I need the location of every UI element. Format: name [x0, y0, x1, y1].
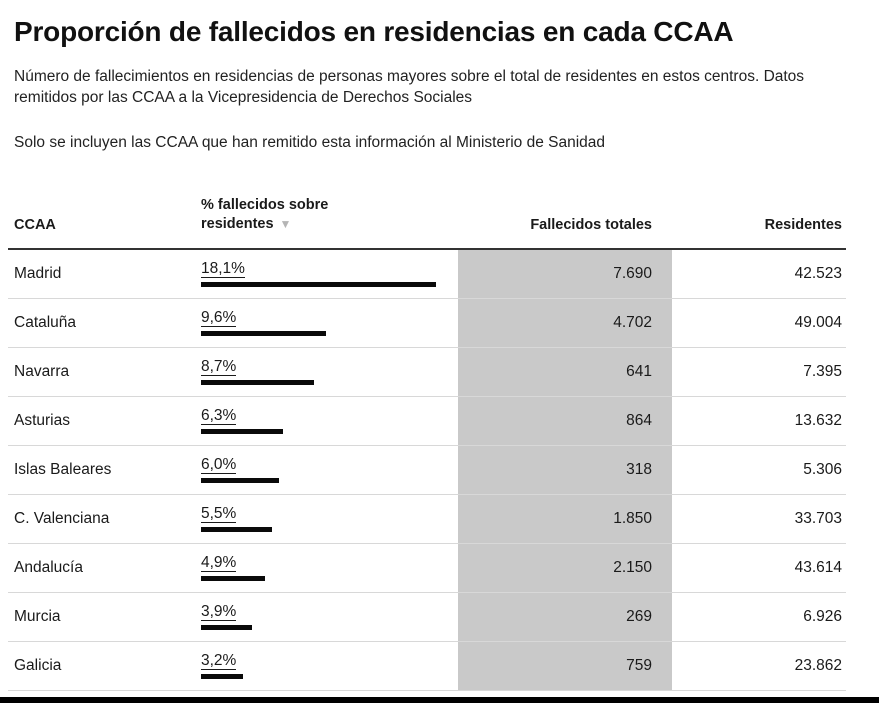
- ccaa-name: Madrid: [14, 265, 62, 282]
- table-row: Madrid 18,1% 7.690 42.523: [0, 250, 879, 299]
- pct-value-label: 3,2%: [201, 652, 237, 670]
- column-header-residents[interactable]: Residentes: [764, 217, 842, 233]
- residents-value: 43.614: [794, 559, 842, 576]
- table-row: Asturias 6,3% 864 13.632: [0, 397, 879, 446]
- pct-bar: [201, 625, 252, 630]
- column-header-pct-label: % fallecidos sobre residentes: [201, 197, 329, 232]
- pct-value-label: 18,1%: [201, 260, 245, 278]
- ccaa-name: C. Valenciana: [14, 510, 110, 527]
- residents-value: 7.395: [803, 363, 842, 380]
- total-deaths-value: 759: [626, 657, 652, 674]
- residents-value: 33.703: [794, 510, 842, 527]
- table-row: Islas Baleares 6,0% 318 5.306: [0, 446, 879, 495]
- row-divider: [8, 298, 846, 299]
- residents-value: 23.862: [794, 657, 842, 674]
- pct-bar: [201, 527, 272, 532]
- ccaa-name: Navarra: [14, 363, 70, 380]
- pct-value-label: 8,7%: [201, 358, 237, 376]
- pct-value-label: 9,6%: [201, 309, 237, 327]
- pct-value-label: 4,9%: [201, 554, 237, 572]
- column-header-pct[interactable]: % fallecidos sobre residentes ▼: [201, 196, 401, 234]
- ccaa-name: Islas Baleares: [14, 461, 112, 478]
- pct-bar: [201, 380, 314, 385]
- ccaa-name: Galicia: [14, 657, 62, 674]
- row-divider: [8, 592, 846, 593]
- sort-down-icon[interactable]: ▼: [279, 217, 292, 231]
- total-deaths-value: 864: [626, 412, 652, 429]
- data-table: CCAA % fallecidos sobre residentes ▼ Fall…: [0, 185, 879, 703]
- residents-value: 13.632: [794, 412, 842, 429]
- table-row: C. Valenciana 5,5% 1.850 33.703: [0, 495, 879, 544]
- pct-value-label: 3,9%: [201, 603, 237, 621]
- pct-bar: [201, 576, 265, 581]
- total-deaths-value: 4.702: [613, 314, 652, 331]
- pct-bar: [201, 429, 283, 434]
- residents-value: 42.523: [794, 265, 842, 282]
- ccaa-name: Andalucía: [14, 559, 83, 576]
- chart-title: Proporción de fallecidos en residencias …: [14, 16, 734, 47]
- total-deaths-value: 641: [626, 363, 652, 380]
- total-column-highlight: [458, 250, 672, 690]
- pct-bar: [201, 478, 279, 483]
- column-header-ccaa[interactable]: CCAA: [14, 217, 56, 233]
- row-divider: [8, 396, 846, 397]
- pct-bar: [201, 282, 436, 287]
- residents-value: 49.004: [794, 314, 842, 331]
- residents-value: 5.306: [803, 461, 842, 478]
- ccaa-name: Murcia: [14, 608, 61, 625]
- column-header-total[interactable]: Fallecidos totales: [530, 217, 652, 233]
- chart-subtitle: Número de fallecimientos en residencias …: [14, 68, 805, 106]
- row-divider: [8, 641, 846, 642]
- residents-value: 6.926: [803, 608, 842, 625]
- ccaa-name: Asturias: [14, 412, 70, 429]
- bottom-edge: [0, 697, 879, 703]
- pct-bar: [201, 674, 243, 679]
- pct-value-label: 6,0%: [201, 456, 237, 474]
- pct-value-label: 6,3%: [201, 407, 237, 425]
- table-row: Cataluña 9,6% 4.702 49.004: [0, 299, 879, 348]
- row-divider: [8, 347, 846, 348]
- table-row: Andalucía 4,9% 2.150 43.614: [0, 544, 879, 593]
- total-deaths-value: 1.850: [613, 510, 652, 527]
- total-deaths-value: 7.690: [613, 265, 652, 282]
- pct-value-label: 5,5%: [201, 505, 237, 523]
- total-deaths-value: 269: [626, 608, 652, 625]
- table-row: Murcia 3,9% 269 6.926: [0, 593, 879, 642]
- table-row: Navarra 8,7% 641 7.395: [0, 348, 879, 397]
- ccaa-name: Cataluña: [14, 314, 77, 331]
- total-deaths-value: 2.150: [613, 559, 652, 576]
- header-divider: [8, 248, 846, 250]
- chart-note: Solo se incluyen las CCAA que han remiti…: [14, 134, 606, 151]
- pct-bar: [201, 331, 326, 336]
- row-divider: [8, 494, 846, 495]
- table-row: Galicia 3,2% 759 23.862: [0, 642, 879, 691]
- row-divider: [8, 543, 846, 544]
- row-divider: [8, 690, 846, 691]
- total-deaths-value: 318: [626, 461, 652, 478]
- row-divider: [8, 445, 846, 446]
